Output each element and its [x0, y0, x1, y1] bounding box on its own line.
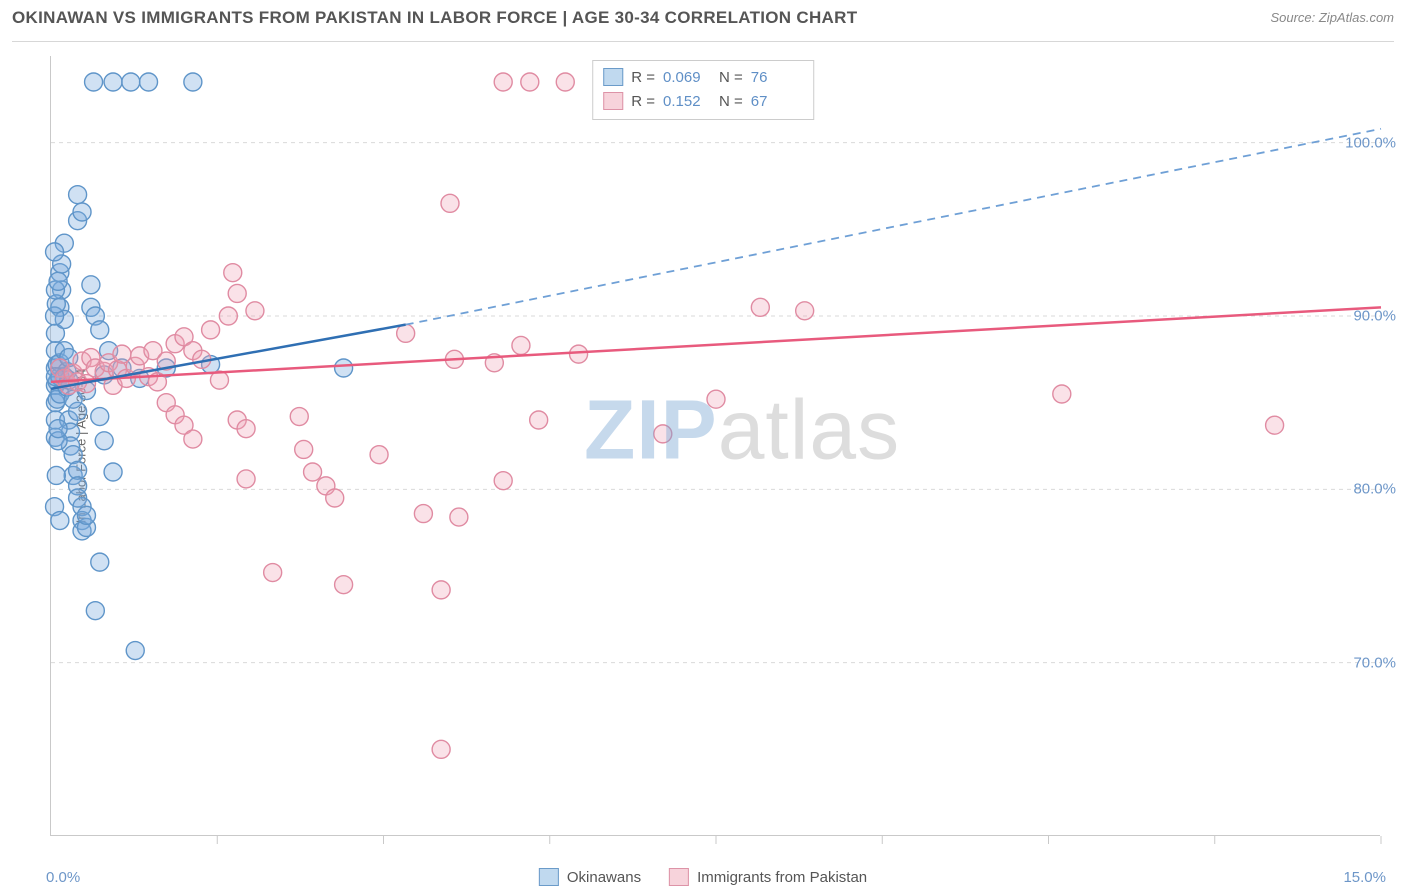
swatch-blue-icon [539, 868, 559, 886]
plot-svg [51, 56, 1380, 835]
stats-N-okinawans: 76 [751, 69, 799, 86]
swatch-pink-icon [603, 92, 623, 110]
chart-source: Source: ZipAtlas.com [1270, 8, 1394, 25]
swatch-pink-icon [669, 868, 689, 886]
stats-N-label: N = [719, 93, 743, 110]
stats-R-label: R = [631, 69, 655, 86]
y-tick-label: 100.0% [1345, 134, 1396, 151]
legend-label-pakistan: Immigrants from Pakistan [697, 869, 867, 886]
legend-item-pakistan: Immigrants from Pakistan [669, 868, 867, 886]
chart-title: OKINAWAN VS IMMIGRANTS FROM PAKISTAN IN … [12, 8, 857, 28]
stats-legend: R = 0.069 N = 76 R = 0.152 N = 67 [592, 60, 814, 120]
title-bar: OKINAWAN VS IMMIGRANTS FROM PAKISTAN IN … [12, 8, 1394, 42]
plot-area: ZIPatlas [50, 56, 1380, 836]
x-axis-max-label: 15.0% [1343, 869, 1386, 886]
stats-R-okinawans: 0.069 [663, 69, 711, 86]
x-axis-min-label: 0.0% [46, 869, 80, 886]
chart-container: OKINAWAN VS IMMIGRANTS FROM PAKISTAN IN … [0, 0, 1406, 892]
y-tick-label: 70.0% [1353, 654, 1396, 671]
legend-item-okinawans: Okinawans [539, 868, 641, 886]
series-legend: Okinawans Immigrants from Pakistan [539, 868, 867, 886]
swatch-blue-icon [603, 68, 623, 86]
stats-row-pakistan: R = 0.152 N = 67 [603, 89, 799, 113]
stats-R-label: R = [631, 93, 655, 110]
legend-label-okinawans: Okinawans [567, 869, 641, 886]
y-tick-label: 80.0% [1353, 481, 1396, 498]
stats-N-label: N = [719, 69, 743, 86]
stats-N-pakistan: 67 [751, 93, 799, 110]
stats-row-okinawans: R = 0.069 N = 76 [603, 65, 799, 89]
y-tick-label: 90.0% [1353, 308, 1396, 325]
stats-R-pakistan: 0.152 [663, 93, 711, 110]
